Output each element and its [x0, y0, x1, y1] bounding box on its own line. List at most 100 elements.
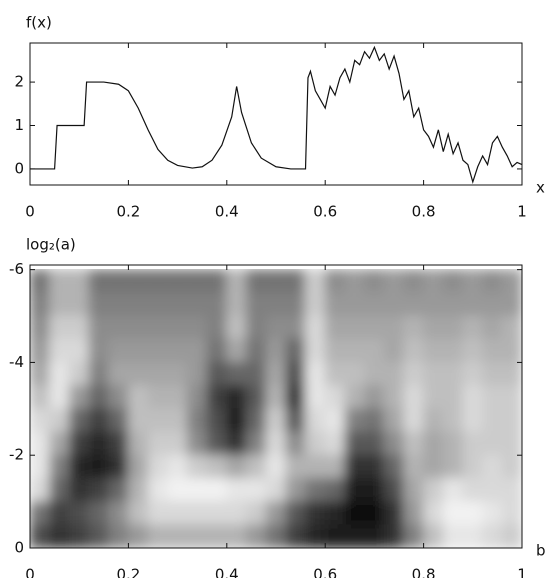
heat-cell: [186, 408, 208, 433]
x-tick-label: 0: [25, 566, 35, 578]
heat-cell: [108, 431, 129, 456]
heat-cell: [501, 338, 522, 363]
heat-cell: [186, 501, 208, 526]
heat-cell: [30, 385, 51, 410]
heat-cell: [383, 315, 405, 340]
heat-cell: [265, 431, 287, 456]
heat-cell: [305, 385, 326, 410]
heat-cell: [265, 292, 287, 317]
heat-cell: [324, 292, 346, 317]
heat-cell: [108, 408, 129, 433]
heat-cell: [30, 524, 51, 548]
heat-cell: [344, 361, 366, 387]
heat-cell: [324, 477, 346, 503]
heat-cell: [147, 454, 169, 479]
heat-cell: [49, 408, 70, 433]
heat-cell: [462, 315, 484, 340]
heat-cell: [265, 454, 287, 479]
heat-cell: [245, 477, 267, 503]
heat-cell: [403, 361, 425, 387]
heat-cell: [68, 477, 90, 503]
heat-cell: [108, 361, 129, 387]
heat-cell: [324, 315, 346, 340]
heat-cell: [324, 269, 346, 294]
heat-cell: [68, 408, 90, 433]
heat-cell: [245, 431, 267, 456]
heat-cell: [501, 477, 522, 503]
heat-cell: [305, 431, 326, 456]
heat-cell: [88, 408, 110, 433]
heat-cell: [383, 338, 405, 363]
heat-cell: [68, 315, 90, 340]
heat-cell: [226, 315, 247, 340]
heat-cell: [49, 361, 70, 387]
heat-cell: [305, 408, 326, 433]
heat-cell: [442, 269, 464, 294]
y-axis-label: log₂(a): [26, 236, 76, 254]
heat-cell: [265, 501, 287, 526]
heat-cell: [108, 501, 129, 526]
data-line: [30, 45, 523, 185]
heat-cell: [108, 269, 129, 294]
heat-cell: [265, 385, 287, 410]
heat-cell: [206, 477, 228, 503]
heat-cell: [186, 431, 208, 456]
heat-cell: [285, 501, 307, 526]
heat-cell: [462, 269, 484, 294]
heat-cell: [49, 269, 70, 294]
heat-cell: [285, 454, 307, 479]
heat-cell: [324, 408, 346, 433]
heat-cell: [403, 501, 425, 526]
heat-cell: [108, 524, 129, 548]
heat-cell: [383, 385, 405, 410]
heat-cell: [147, 385, 169, 410]
heat-cell: [344, 431, 366, 456]
heat-cell: [364, 338, 385, 363]
heat-cell: [245, 269, 267, 294]
heat-cell: [49, 454, 70, 479]
heat-cell: [68, 338, 90, 363]
heat-cell: [403, 385, 425, 410]
heat-cell: [226, 269, 247, 294]
heat-cell: [462, 338, 484, 363]
heat-cell: [423, 338, 444, 363]
heat-cell: [501, 315, 522, 340]
heat-cell: [423, 315, 444, 340]
heat-cell: [482, 361, 503, 387]
heat-cell: [383, 501, 405, 526]
heat-cell: [68, 385, 90, 410]
heat-cell: [364, 361, 385, 387]
heat-cell: [127, 431, 149, 456]
heat-cell: [30, 477, 51, 503]
heat-cell: [147, 431, 169, 456]
heat-cell: [285, 408, 307, 433]
heat-cell: [462, 361, 484, 387]
heat-cell: [285, 477, 307, 503]
heat-cell: [167, 524, 188, 548]
x-tick-label: 1: [517, 203, 527, 221]
heat-cell: [423, 501, 444, 526]
heat-cell: [383, 408, 405, 433]
x-tick-label: 0.2: [116, 203, 140, 221]
heat-cell: [167, 269, 188, 294]
y-tick-label: 0: [14, 539, 24, 557]
heat-cell: [167, 454, 188, 479]
heat-cell: [265, 524, 287, 548]
heat-cell: [265, 477, 287, 503]
heat-cell: [501, 292, 522, 317]
heat-cell: [305, 338, 326, 363]
heat-cell: [245, 501, 267, 526]
heat-cell: [167, 431, 188, 456]
heat-cell: [68, 269, 90, 294]
heat-cell: [108, 315, 129, 340]
heat-cell: [462, 454, 484, 479]
heat-cell: [305, 501, 326, 526]
heat-cell: [30, 315, 51, 340]
heat-cell: [127, 315, 149, 340]
heat-cell: [482, 477, 503, 503]
heat-cell: [167, 338, 188, 363]
heat-cell: [285, 524, 307, 548]
heat-cell: [30, 501, 51, 526]
heat-cell: [383, 292, 405, 317]
